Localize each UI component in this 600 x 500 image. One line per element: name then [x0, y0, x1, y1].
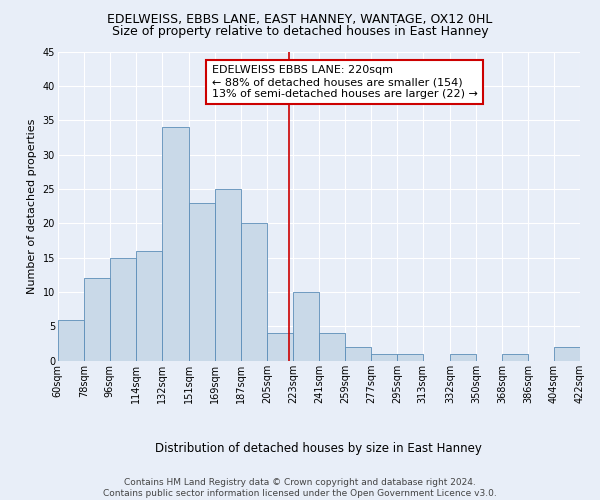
Bar — [110, 258, 136, 361]
Bar — [502, 354, 528, 361]
Text: EDELWEISS, EBBS LANE, EAST HANNEY, WANTAGE, OX12 0HL: EDELWEISS, EBBS LANE, EAST HANNEY, WANTA… — [107, 12, 493, 26]
Bar — [397, 354, 423, 361]
Text: Size of property relative to detached houses in East Hanney: Size of property relative to detached ho… — [112, 25, 488, 38]
Y-axis label: Number of detached properties: Number of detached properties — [27, 118, 37, 294]
Text: EDELWEISS EBBS LANE: 220sqm
← 88% of detached houses are smaller (154)
13% of se: EDELWEISS EBBS LANE: 220sqm ← 88% of det… — [212, 66, 478, 98]
Bar — [371, 354, 397, 361]
Bar — [345, 347, 371, 361]
Bar — [58, 320, 84, 361]
Bar — [161, 127, 189, 361]
Bar — [215, 189, 241, 361]
Bar — [267, 334, 293, 361]
Bar — [84, 278, 110, 361]
Bar — [241, 224, 267, 361]
Bar — [189, 202, 215, 361]
Text: Contains HM Land Registry data © Crown copyright and database right 2024.
Contai: Contains HM Land Registry data © Crown c… — [103, 478, 497, 498]
Bar — [293, 292, 319, 361]
Bar — [450, 354, 476, 361]
X-axis label: Distribution of detached houses by size in East Hanney: Distribution of detached houses by size … — [155, 442, 482, 455]
Bar — [554, 347, 580, 361]
Bar — [136, 251, 161, 361]
Bar — [319, 334, 345, 361]
